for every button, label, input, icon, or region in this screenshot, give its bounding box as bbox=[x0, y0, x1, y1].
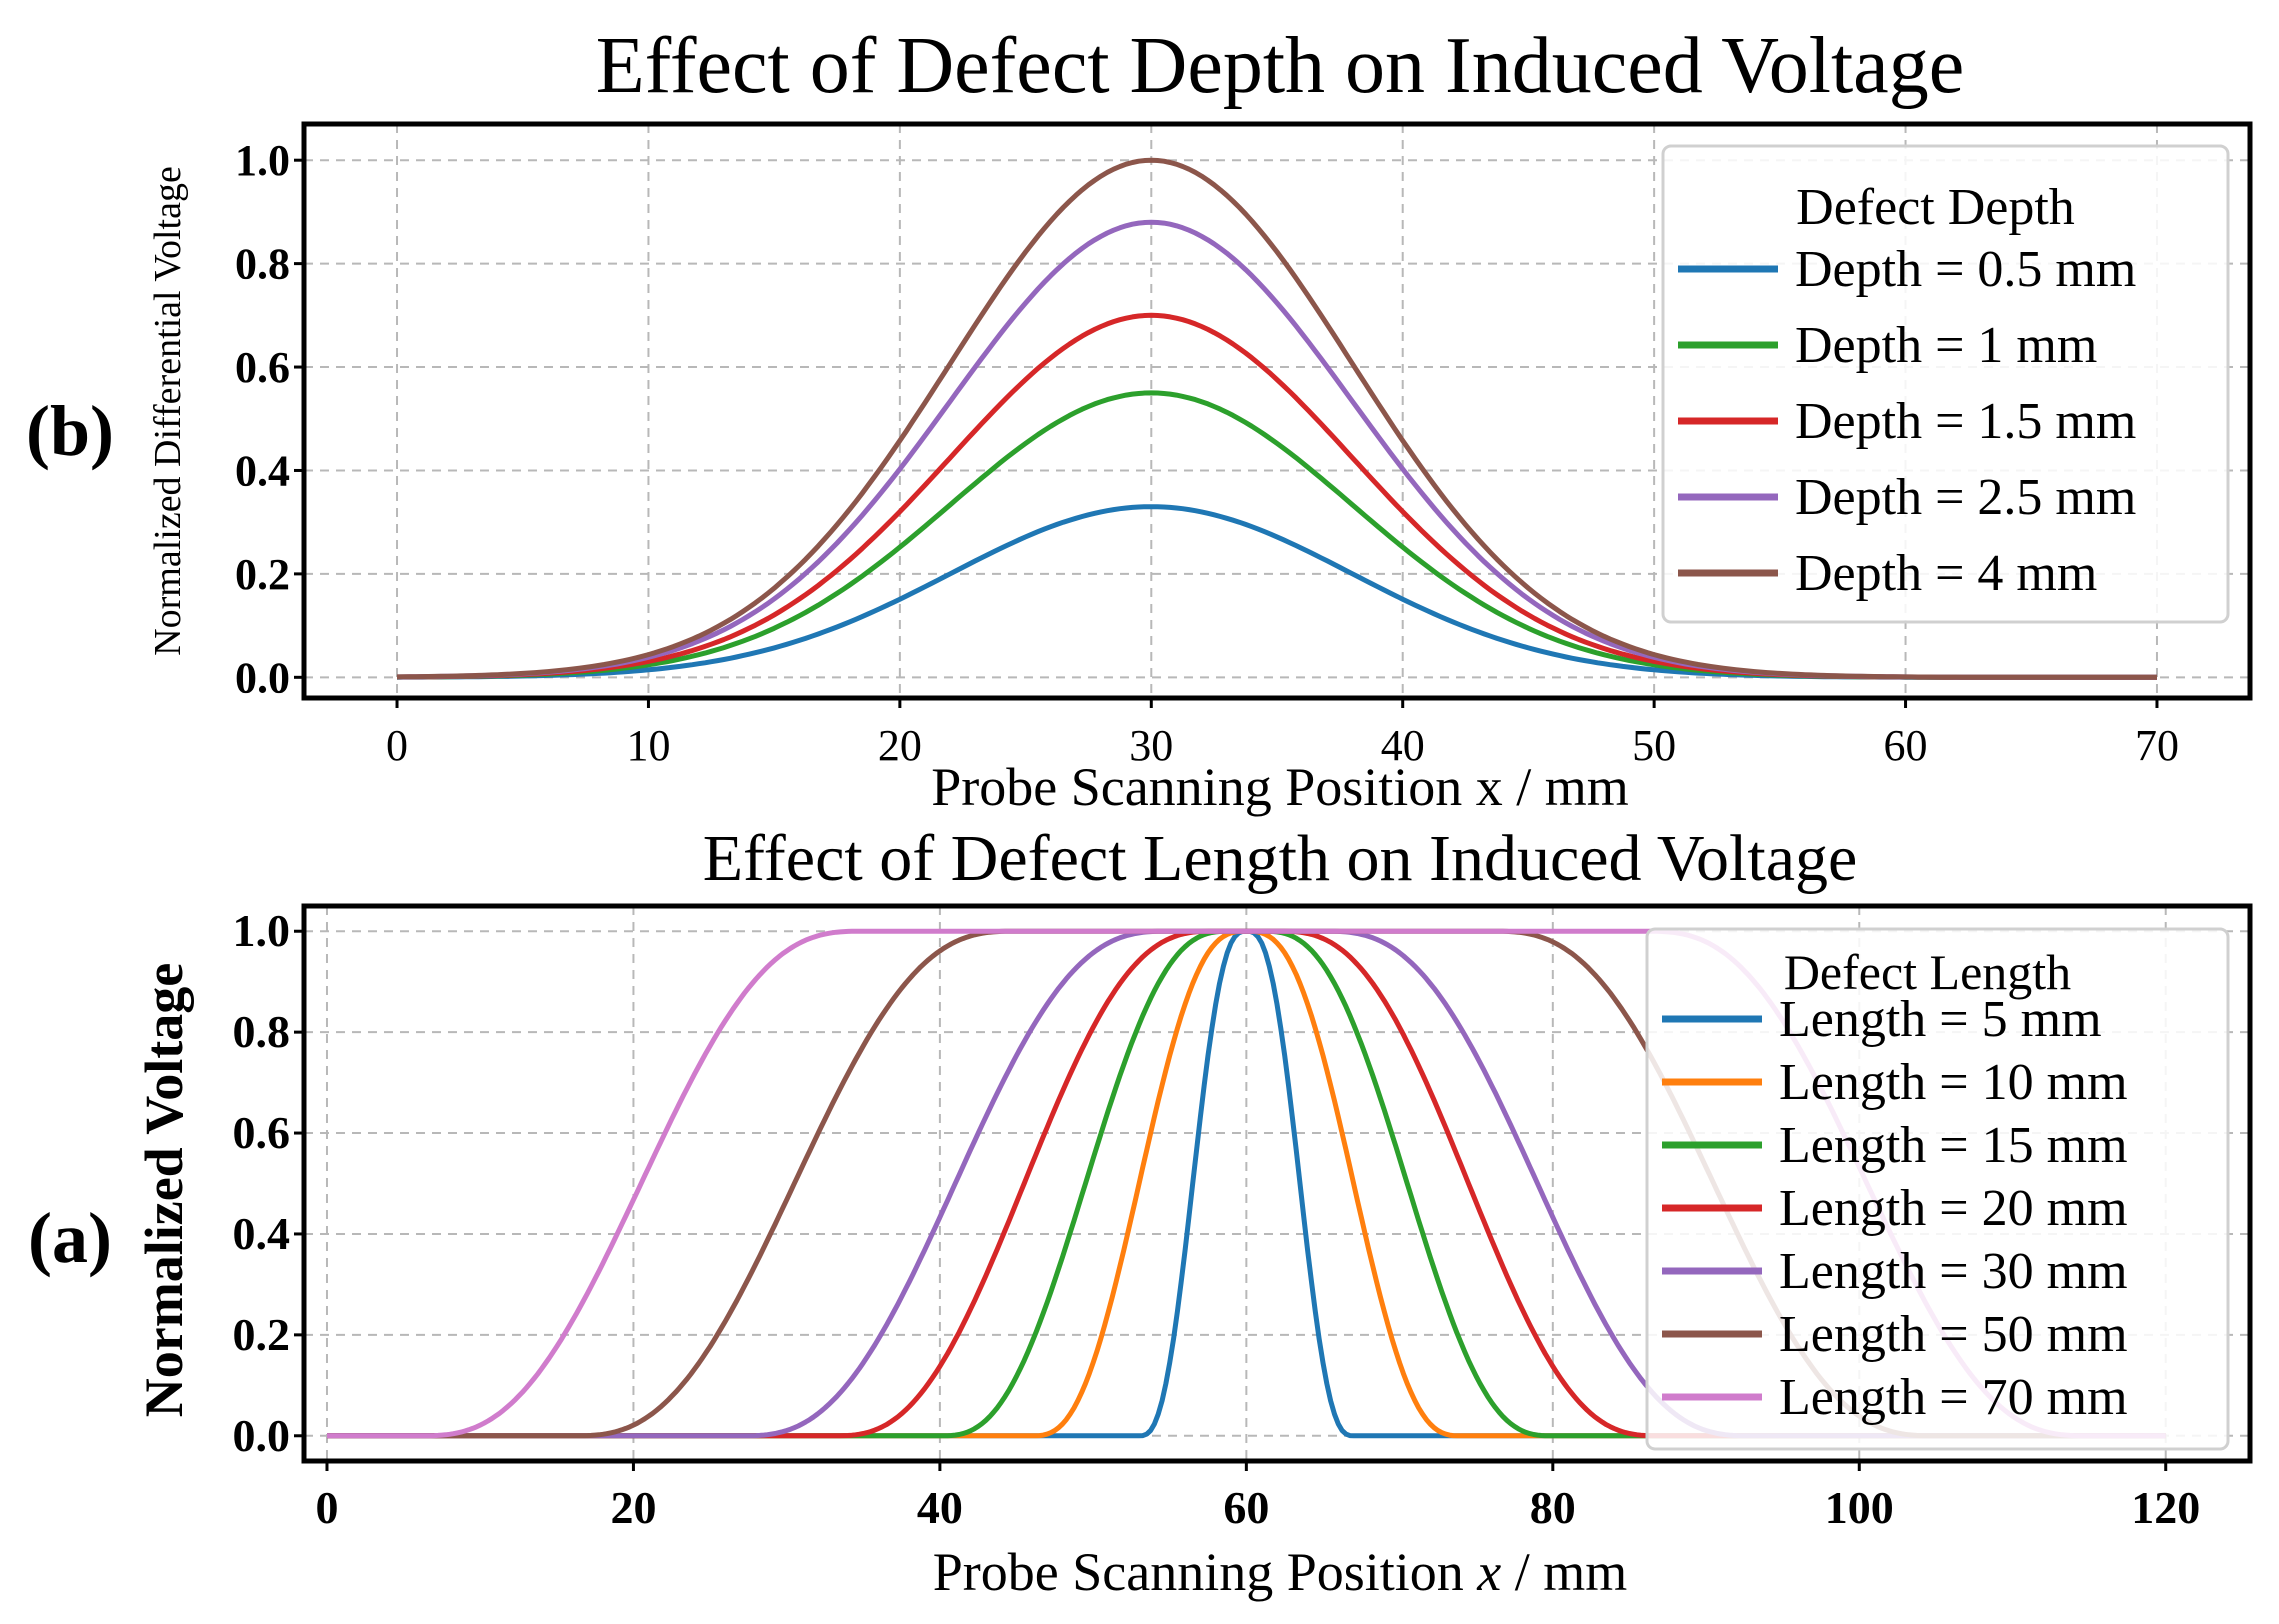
axes-frame bbox=[301, 903, 2253, 1464]
x-tick-label: 50 bbox=[1632, 721, 1676, 770]
x-tick-label: 20 bbox=[878, 721, 922, 770]
y-tick-label: 0.8 bbox=[233, 1006, 291, 1057]
y-tick-label: 0.4 bbox=[233, 1208, 291, 1259]
legend-entry: Depth = 1.5 mm bbox=[1795, 393, 2136, 450]
y-tick-label: 0.0 bbox=[233, 1410, 291, 1461]
legend-entry: Depth = 1 mm bbox=[1795, 317, 2097, 374]
x-axis-label: Probe Scanning Position x / mm bbox=[931, 757, 1629, 817]
legend-box bbox=[1645, 927, 2230, 1451]
x-tick-label: 0 bbox=[386, 721, 408, 770]
y-tick-label: 1.0 bbox=[233, 905, 291, 956]
x-tick-label: 40 bbox=[1381, 721, 1425, 770]
legend-entry: Length = 20 mm bbox=[1779, 1180, 2128, 1237]
legend-entry: Depth = 0.5 mm bbox=[1795, 241, 2136, 298]
x-axis-label: Probe Scanning Position x / mm bbox=[933, 1542, 1628, 1602]
x-tick-label: 10 bbox=[626, 721, 670, 770]
legend-entry: Depth = 2.5 mm bbox=[1795, 469, 2136, 526]
y-tick-label: 0.6 bbox=[235, 343, 290, 392]
chart-title: Effect of Defect Depth on Induced Voltag… bbox=[596, 22, 1964, 110]
chart-panel-length: Effect of Defect Length on Induced Volta… bbox=[28, 822, 2253, 1602]
axes-frame bbox=[301, 121, 2253, 701]
y-tick-label: 0.8 bbox=[235, 240, 290, 289]
y-axis-label: Normalized Differential Voltage bbox=[147, 166, 189, 656]
x-axis-label-var: x bbox=[1476, 1542, 1501, 1602]
x-tick-label: 100 bbox=[1825, 1482, 1894, 1533]
series-line-4 bbox=[396, 157, 2157, 680]
legend-box bbox=[1661, 144, 2230, 624]
x-tick-label: 20 bbox=[610, 1482, 656, 1533]
chart-title: Effect of Defect Length on Induced Volta… bbox=[703, 822, 1858, 895]
x-axis-label-suffix: / mm bbox=[1501, 1542, 1627, 1602]
y-tick-label: 0.2 bbox=[233, 1309, 291, 1360]
y-tick-label: 1.0 bbox=[235, 136, 290, 185]
x-tick-label: 40 bbox=[917, 1482, 963, 1533]
y-tick-label: 0.6 bbox=[233, 1107, 291, 1158]
legend-entry: Length = 50 mm bbox=[1779, 1306, 2128, 1363]
legend-title: Defect Length bbox=[1784, 944, 2071, 1000]
legend-entry: Length = 5 mm bbox=[1779, 991, 2102, 1048]
x-axis-label-prefix: Probe Scanning Position bbox=[933, 1542, 1478, 1602]
x-tick-label: 0 bbox=[315, 1482, 338, 1533]
chart-panel-depth: Effect of Defect Depth on Induced Voltag… bbox=[26, 22, 2253, 817]
y-tick-label: 0.2 bbox=[235, 550, 290, 599]
x-tick-label: 60 bbox=[1223, 1482, 1269, 1533]
x-tick-label: 80 bbox=[1530, 1482, 1576, 1533]
legend-entry: Depth = 4 mm bbox=[1795, 545, 2097, 602]
y-tick-label: 0.0 bbox=[235, 653, 290, 702]
legend-entry: Length = 30 mm bbox=[1779, 1243, 2128, 1300]
panel-label: (a) bbox=[28, 1198, 112, 1278]
legend-title: Defect Depth bbox=[1796, 179, 2075, 236]
legend-entry: Length = 15 mm bbox=[1779, 1117, 2128, 1174]
y-axis-label: Normalized Voltage bbox=[134, 963, 194, 1417]
y-tick-label: 0.4 bbox=[235, 446, 290, 495]
x-tick-label: 30 bbox=[1129, 721, 1173, 770]
x-tick-label: 120 bbox=[2131, 1482, 2200, 1533]
panel-label: (b) bbox=[26, 391, 114, 471]
x-tick-label: 60 bbox=[1884, 721, 1928, 770]
legend-entry: Length = 10 mm bbox=[1779, 1054, 2128, 1111]
x-tick-label: 70 bbox=[2135, 721, 2179, 770]
legend-entry: Length = 70 mm bbox=[1779, 1369, 2128, 1426]
